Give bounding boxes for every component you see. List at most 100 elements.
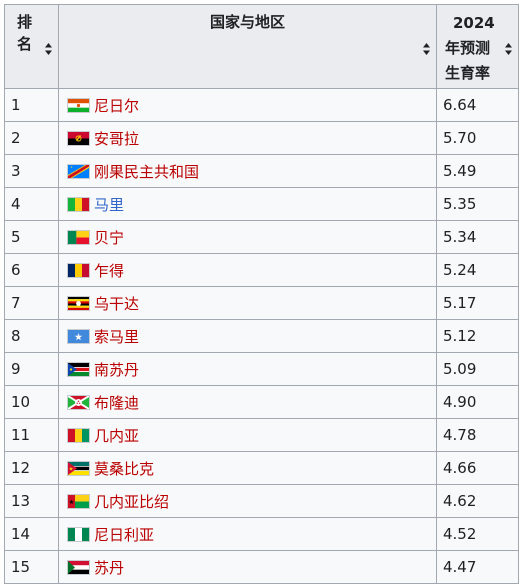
country-link[interactable]: 安哥拉 bbox=[94, 129, 140, 148]
country-cell: 南苏丹 bbox=[58, 352, 437, 386]
fertility-rate-cell: 5.24 bbox=[436, 253, 519, 287]
uganda-flag-icon[interactable] bbox=[67, 295, 90, 311]
country-cell: 刚果民主共和国 bbox=[58, 154, 437, 188]
rank-cell: 15 bbox=[4, 550, 59, 584]
table-row: 12 莫桑比克 4.66 bbox=[4, 451, 519, 485]
somalia-flag-icon[interactable] bbox=[67, 328, 90, 344]
table-row: 11 几内亚 4.78 bbox=[4, 418, 519, 452]
rank-cell: 3 bbox=[4, 154, 59, 188]
south-sudan-flag-icon[interactable] bbox=[67, 361, 90, 377]
rate-header-line1: 2024 bbox=[453, 14, 495, 32]
mozambique-flag-icon[interactable] bbox=[67, 460, 90, 476]
fertility-rate-table: 排 名 国家与地区 2024 年预测 生育率 1 尼日尔 6 bbox=[4, 4, 519, 584]
country-link[interactable]: 索马里 bbox=[94, 327, 140, 346]
guinea-flag-icon[interactable] bbox=[67, 427, 90, 443]
fertility-rate-cell: 4.62 bbox=[436, 484, 519, 518]
rank-cell: 7 bbox=[4, 286, 59, 320]
country-cell: 布隆迪 bbox=[58, 385, 437, 419]
rank-cell: 2 bbox=[4, 121, 59, 155]
guinea-bissau-flag-icon[interactable] bbox=[67, 493, 90, 509]
sort-icon[interactable] bbox=[505, 43, 512, 55]
country-cell: 乍得 bbox=[58, 253, 437, 287]
fertility-rate-cell: 4.66 bbox=[436, 451, 519, 485]
rank-header-line2: 名 bbox=[17, 35, 33, 53]
rate-header[interactable]: 2024 年预测 生育率 bbox=[436, 4, 519, 89]
table-row: 3 刚果民主共和国 5.49 bbox=[4, 154, 519, 188]
table-row: 10 布隆迪 4.90 bbox=[4, 385, 519, 419]
rank-cell: 9 bbox=[4, 352, 59, 386]
country-link[interactable]: 刚果民主共和国 bbox=[94, 162, 200, 181]
angola-flag-icon[interactable] bbox=[67, 130, 90, 146]
country-link[interactable]: 乌干达 bbox=[94, 294, 140, 313]
fertility-rate-cell: 5.35 bbox=[436, 187, 519, 221]
chad-flag-icon[interactable] bbox=[67, 262, 90, 278]
burundi-flag-icon[interactable] bbox=[67, 394, 90, 410]
fertility-rate-cell: 4.78 bbox=[436, 418, 519, 452]
table-row: 8 索马里 5.12 bbox=[4, 319, 519, 353]
country-cell: 几内亚比绍 bbox=[58, 484, 437, 518]
table-row: 7 乌干达 5.17 bbox=[4, 286, 519, 320]
table-row: 5 贝宁 5.34 bbox=[4, 220, 519, 254]
rank-cell: 12 bbox=[4, 451, 59, 485]
table-row: 15 苏丹 4.47 bbox=[4, 550, 519, 584]
country-link[interactable]: 苏丹 bbox=[94, 558, 125, 577]
country-cell: 乌干达 bbox=[58, 286, 437, 320]
fertility-rate-cell: 5.70 bbox=[436, 121, 519, 155]
country-link[interactable]: 乍得 bbox=[94, 261, 125, 280]
country-link[interactable]: 贝宁 bbox=[94, 228, 125, 247]
rank-header[interactable]: 排 名 bbox=[4, 4, 59, 89]
fertility-rate-cell: 5.12 bbox=[436, 319, 519, 353]
rank-cell: 8 bbox=[4, 319, 59, 353]
rank-cell: 14 bbox=[4, 517, 59, 551]
table-row: 14 尼日利亚 4.52 bbox=[4, 517, 519, 551]
table-row: 6 乍得 5.24 bbox=[4, 253, 519, 287]
country-cell: 索马里 bbox=[58, 319, 437, 353]
rank-header-line1: 排 bbox=[17, 13, 33, 31]
table-row: 4 马里 5.35 bbox=[4, 187, 519, 221]
sudan-flag-icon[interactable] bbox=[67, 559, 90, 575]
country-cell: 马里 bbox=[58, 187, 437, 221]
country-link[interactable]: 莫桑比克 bbox=[94, 459, 155, 478]
header-row: 排 名 国家与地区 2024 年预测 生育率 bbox=[4, 4, 519, 89]
fertility-rate-cell: 6.64 bbox=[436, 88, 519, 122]
country-header[interactable]: 国家与地区 bbox=[58, 4, 437, 89]
country-header-label: 国家与地区 bbox=[209, 13, 285, 31]
rank-cell: 4 bbox=[4, 187, 59, 221]
benin-flag-icon[interactable] bbox=[67, 229, 90, 245]
rank-cell: 5 bbox=[4, 220, 59, 254]
country-cell: 尼日利亚 bbox=[58, 517, 437, 551]
country-link[interactable]: 马里 bbox=[94, 195, 125, 214]
country-cell: 安哥拉 bbox=[58, 121, 437, 155]
country-link[interactable]: 尼日利亚 bbox=[94, 525, 155, 544]
rank-cell: 10 bbox=[4, 385, 59, 419]
drc-flag-icon[interactable] bbox=[67, 163, 90, 179]
sort-icon[interactable] bbox=[423, 43, 430, 55]
rank-cell: 13 bbox=[4, 484, 59, 518]
country-cell: 苏丹 bbox=[58, 550, 437, 584]
fertility-rate-cell: 5.09 bbox=[436, 352, 519, 386]
country-cell: 莫桑比克 bbox=[58, 451, 437, 485]
country-link[interactable]: 尼日尔 bbox=[94, 96, 140, 115]
rank-cell: 1 bbox=[4, 88, 59, 122]
fertility-rate-cell: 4.47 bbox=[436, 550, 519, 584]
country-link[interactable]: 布隆迪 bbox=[94, 393, 140, 412]
mali-flag-icon[interactable] bbox=[67, 196, 90, 212]
country-link[interactable]: 几内亚 bbox=[94, 426, 140, 445]
fertility-rate-cell: 5.17 bbox=[436, 286, 519, 320]
sort-icon[interactable] bbox=[45, 43, 52, 55]
table-row: 2 安哥拉 5.70 bbox=[4, 121, 519, 155]
table-row: 9 南苏丹 5.09 bbox=[4, 352, 519, 386]
country-link[interactable]: 几内亚比绍 bbox=[94, 492, 170, 511]
rank-cell: 11 bbox=[4, 418, 59, 452]
country-link[interactable]: 南苏丹 bbox=[94, 360, 140, 379]
fertility-rate-cell: 4.52 bbox=[436, 517, 519, 551]
fertility-rate-cell: 5.34 bbox=[436, 220, 519, 254]
rate-header-line3: 生育率 bbox=[445, 64, 491, 82]
rate-header-line2: 年预测 bbox=[445, 39, 491, 57]
nigeria-flag-icon[interactable] bbox=[67, 526, 90, 542]
fertility-rate-cell: 5.49 bbox=[436, 154, 519, 188]
country-cell: 尼日尔 bbox=[58, 88, 437, 122]
niger-flag-icon[interactable] bbox=[67, 97, 90, 113]
fertility-rate-cell: 4.90 bbox=[436, 385, 519, 419]
country-cell: 几内亚 bbox=[58, 418, 437, 452]
